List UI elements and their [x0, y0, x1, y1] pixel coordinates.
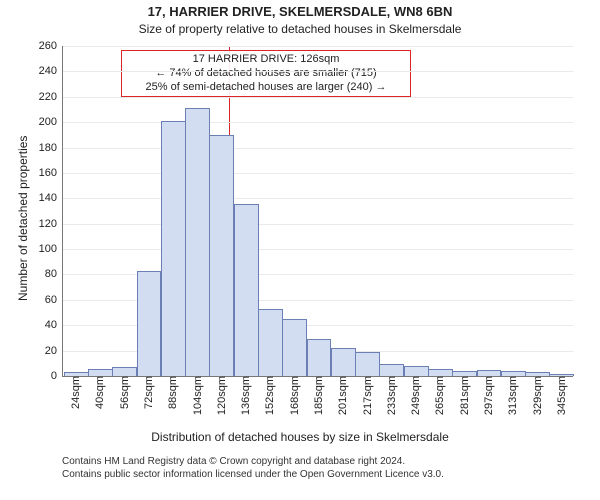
y-axis-label: Number of detached properties: [16, 136, 30, 301]
x-tick-label: 217sqm: [360, 376, 374, 415]
y-tick-label: 260: [39, 40, 63, 52]
x-tick-label: 345sqm: [554, 376, 568, 415]
y-tick-label: 180: [39, 142, 63, 154]
x-tick-label: 249sqm: [408, 376, 422, 415]
chart-title: 17, HARRIER DRIVE, SKELMERSDALE, WN8 6BN: [0, 4, 600, 19]
x-tick-label: 168sqm: [287, 376, 301, 415]
annotation-line-1: 17 HARRIER DRIVE: 126sqm: [126, 53, 406, 67]
x-tick-label: 120sqm: [214, 376, 228, 415]
x-tick-label: 136sqm: [238, 376, 252, 415]
x-tick-label: 201sqm: [335, 376, 349, 415]
y-tick-label: 80: [45, 268, 63, 280]
gridline: [63, 198, 573, 199]
x-tick-label: 297sqm: [481, 376, 495, 415]
y-tick-label: 140: [39, 192, 63, 204]
annotation-line-2: ← 74% of detached houses are smaller (71…: [126, 67, 406, 81]
histogram-bar: [404, 366, 429, 376]
x-tick-label: 88sqm: [165, 376, 179, 409]
plot-area: 17 HARRIER DRIVE: 126sqm ← 74% of detach…: [62, 46, 573, 377]
gridline: [63, 173, 573, 174]
footer-attribution: Contains HM Land Registry data © Crown c…: [62, 456, 444, 481]
y-tick-label: 240: [39, 65, 63, 77]
x-tick-label: 40sqm: [92, 376, 106, 409]
annotation-box: 17 HARRIER DRIVE: 126sqm ← 74% of detach…: [121, 50, 411, 97]
gridline: [63, 46, 573, 47]
chart-subtitle: Size of property relative to detached ho…: [0, 22, 600, 36]
y-tick-label: 120: [39, 218, 63, 230]
footer-line-1: Contains HM Land Registry data © Crown c…: [62, 456, 444, 469]
x-tick-label: 233sqm: [384, 376, 398, 415]
x-tick-label: 56sqm: [117, 376, 131, 409]
histogram-bar: [355, 352, 380, 376]
y-tick-label: 0: [51, 370, 63, 382]
histogram-bar: [331, 348, 356, 376]
gridline: [63, 249, 573, 250]
x-tick-label: 152sqm: [262, 376, 276, 415]
annotation-line-3: 25% of semi-detached houses are larger (…: [126, 81, 406, 95]
histogram-bar: [258, 309, 283, 376]
histogram-bar: [185, 108, 210, 376]
x-tick-label: 329sqm: [530, 376, 544, 415]
y-tick-label: 60: [45, 294, 63, 306]
x-tick-label: 281sqm: [457, 376, 471, 415]
x-tick-label: 104sqm: [190, 376, 204, 415]
gridline: [63, 97, 573, 98]
histogram-bar: [282, 319, 307, 376]
footer-line-2: Contains public sector information licen…: [62, 469, 444, 482]
histogram-bar: [137, 271, 162, 376]
histogram-bar: [379, 364, 404, 376]
y-tick-label: 200: [39, 116, 63, 128]
histogram-bar: [88, 369, 113, 376]
y-tick-label: 160: [39, 167, 63, 179]
x-tick-label: 265sqm: [432, 376, 446, 415]
gridline: [63, 122, 573, 123]
histogram-bar: [428, 369, 453, 376]
histogram-bar: [112, 367, 137, 376]
x-tick-label: 72sqm: [141, 376, 155, 409]
histogram-bar: [307, 339, 332, 376]
gridline: [63, 148, 573, 149]
y-tick-label: 20: [45, 345, 63, 357]
gridline: [63, 71, 573, 72]
y-tick-label: 40: [45, 319, 63, 331]
x-tick-label: 313sqm: [505, 376, 519, 415]
x-axis-label: Distribution of detached houses by size …: [0, 430, 600, 444]
y-tick-label: 100: [39, 243, 63, 255]
gridline: [63, 224, 573, 225]
x-tick-label: 24sqm: [68, 376, 82, 409]
histogram-bar: [234, 204, 259, 376]
x-tick-label: 185sqm: [311, 376, 325, 415]
y-tick-label: 220: [39, 91, 63, 103]
histogram-bar: [209, 135, 234, 376]
histogram-bar: [161, 121, 186, 376]
